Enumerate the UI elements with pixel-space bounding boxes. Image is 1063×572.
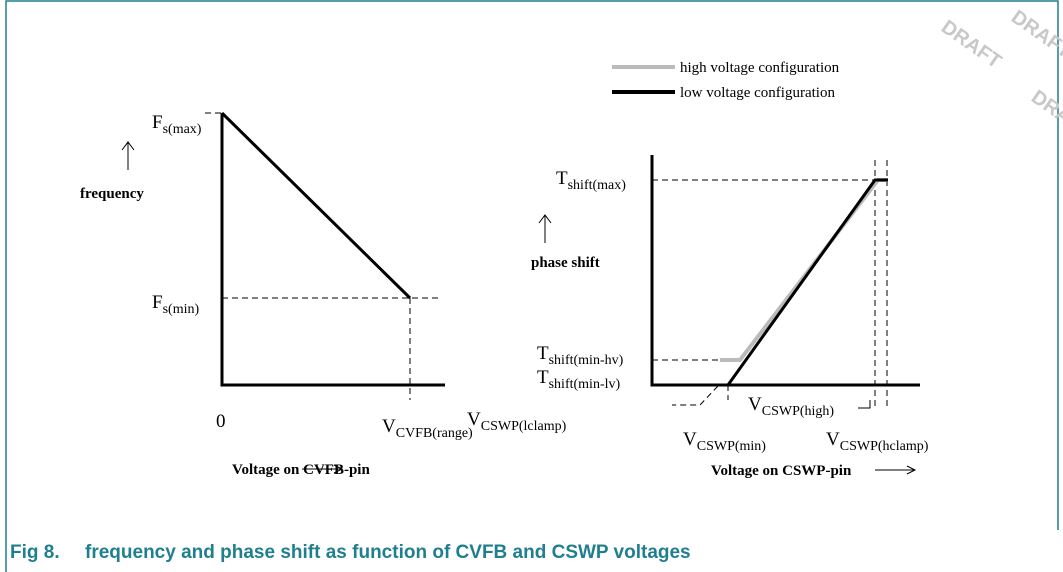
left-chart: Fs(max) Fs(min) frequency 0 VCVFB(range)… [80, 111, 473, 478]
curve-high [720, 178, 888, 362]
label: VCSWP(hclamp) [826, 429, 929, 454]
axis-title: Voltage on CSWP-pin [711, 463, 852, 479]
curve-low [718, 178, 888, 387]
curve [220, 111, 412, 300]
arrow [538, 214, 552, 243]
label: 0 [216, 411, 226, 432]
label: Tshift(min-lv) [537, 367, 620, 392]
label: VCSWP(lclamp) [467, 409, 567, 434]
watermark: DRAFT [937, 16, 1005, 73]
label: Tshift(max) [556, 168, 626, 193]
guides [205, 112, 440, 400]
watermark: DRAFT [1007, 6, 1063, 63]
leader [858, 400, 871, 409]
caption: Fig 8. frequency and phase shift as funct… [10, 542, 691, 563]
arrow [302, 464, 344, 474]
axis-title: phase shift [531, 255, 600, 271]
label: Tshift(min-hv) [537, 343, 624, 368]
label: VCSWP(min) [683, 429, 766, 454]
right-chart: high voltage configuration low voltage c… [467, 60, 929, 479]
arrow [875, 465, 917, 475]
label: VCSWP(high) [748, 394, 834, 419]
label: Fs(min) [152, 292, 199, 317]
axes [220, 113, 445, 387]
frame [5, 0, 1059, 572]
legend-label: low voltage configuration [680, 85, 835, 101]
axis-title: Voltage on CVFB-pin [232, 462, 370, 478]
legend-label: high voltage configuration [680, 60, 840, 76]
label: VCVFB(range) [382, 416, 473, 441]
label: Fs(max) [152, 112, 202, 137]
axes [650, 155, 920, 387]
guides [652, 160, 888, 408]
arrow [121, 141, 135, 170]
axis-title: frequency [80, 186, 144, 202]
